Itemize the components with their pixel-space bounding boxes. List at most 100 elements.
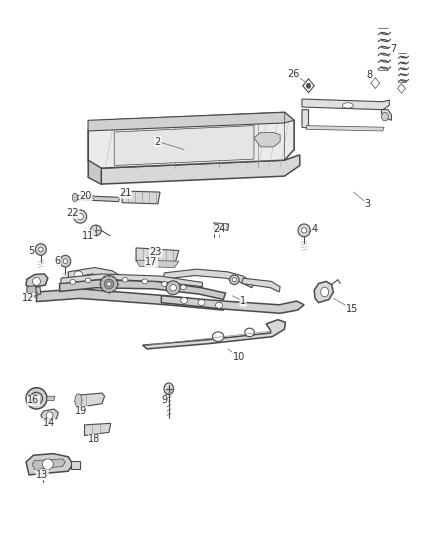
Ellipse shape [75,394,82,407]
Polygon shape [68,268,123,281]
Ellipse shape [77,213,83,220]
Ellipse shape [301,228,307,233]
Text: 26: 26 [287,69,300,79]
Text: 11: 11 [82,231,94,241]
Ellipse shape [39,247,43,252]
Text: 21: 21 [119,188,131,198]
Ellipse shape [102,277,108,281]
Text: 10: 10 [233,352,245,362]
Polygon shape [88,160,101,184]
Ellipse shape [185,147,192,153]
Ellipse shape [166,281,180,295]
Ellipse shape [85,278,91,282]
Ellipse shape [215,302,223,308]
Polygon shape [242,278,280,292]
Text: 4: 4 [312,224,318,235]
Ellipse shape [321,287,328,297]
Ellipse shape [170,285,177,291]
Bar [71,461,80,469]
Ellipse shape [232,278,237,282]
Ellipse shape [162,281,167,286]
Text: 22: 22 [67,208,79,219]
Ellipse shape [90,225,101,236]
Polygon shape [302,110,308,128]
Ellipse shape [298,224,310,237]
Ellipse shape [42,459,53,470]
Ellipse shape [180,297,187,303]
Polygon shape [27,286,36,297]
Text: 1: 1 [240,296,246,306]
Ellipse shape [32,291,38,297]
Polygon shape [136,260,179,268]
Text: 8: 8 [367,70,373,80]
Ellipse shape [72,193,78,201]
Text: 5: 5 [28,246,34,255]
Text: 17: 17 [145,257,158,267]
Text: 15: 15 [346,304,358,314]
Polygon shape [163,269,254,288]
Ellipse shape [381,112,389,121]
Text: 12: 12 [21,293,34,303]
Polygon shape [306,126,384,131]
Text: 9: 9 [161,395,167,406]
Ellipse shape [198,300,205,305]
Polygon shape [114,126,254,165]
Text: 16: 16 [27,395,39,406]
Ellipse shape [70,279,76,284]
Polygon shape [88,112,294,168]
Ellipse shape [164,383,173,394]
Text: 23: 23 [149,247,162,256]
Polygon shape [254,133,280,147]
Ellipse shape [26,387,47,409]
Polygon shape [41,409,58,421]
Ellipse shape [60,255,71,267]
Ellipse shape [74,210,87,223]
Ellipse shape [41,472,46,478]
Polygon shape [314,281,333,303]
Ellipse shape [122,277,128,282]
Polygon shape [143,320,286,349]
Polygon shape [36,289,223,310]
Text: 6: 6 [54,256,60,266]
Polygon shape [85,423,111,435]
Polygon shape [88,155,300,184]
Ellipse shape [100,276,118,293]
Polygon shape [161,296,304,313]
Polygon shape [75,195,120,201]
Text: 7: 7 [391,44,397,53]
Polygon shape [60,280,226,300]
Text: 24: 24 [213,224,225,235]
Ellipse shape [35,244,46,255]
Polygon shape [302,99,389,110]
Polygon shape [381,110,392,120]
Ellipse shape [306,83,311,88]
Polygon shape [214,223,229,230]
Polygon shape [29,287,41,296]
Ellipse shape [74,271,83,279]
Polygon shape [26,274,48,288]
Text: 18: 18 [88,434,101,445]
Polygon shape [26,454,73,475]
Text: 3: 3 [364,199,371,209]
Polygon shape [32,459,65,470]
Polygon shape [75,393,105,407]
Polygon shape [122,191,160,204]
Ellipse shape [230,275,239,285]
Ellipse shape [107,282,111,286]
Text: 14: 14 [42,418,55,429]
Ellipse shape [343,103,353,108]
Ellipse shape [245,328,254,337]
Text: 2: 2 [155,136,161,147]
Polygon shape [88,112,294,131]
Ellipse shape [30,392,42,405]
Ellipse shape [142,279,148,284]
Polygon shape [47,396,55,400]
Ellipse shape [63,259,67,264]
Polygon shape [61,274,202,287]
Ellipse shape [104,279,114,289]
Ellipse shape [46,412,53,419]
Text: 19: 19 [75,406,88,416]
Ellipse shape [180,285,186,289]
Ellipse shape [212,332,224,342]
Ellipse shape [32,277,40,285]
